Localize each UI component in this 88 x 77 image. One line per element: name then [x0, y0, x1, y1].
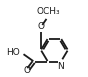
Text: O: O	[24, 66, 31, 75]
Text: O: O	[37, 22, 44, 31]
Text: OCH₃: OCH₃	[36, 7, 60, 16]
Text: N: N	[58, 62, 64, 71]
Text: HO: HO	[6, 48, 20, 57]
